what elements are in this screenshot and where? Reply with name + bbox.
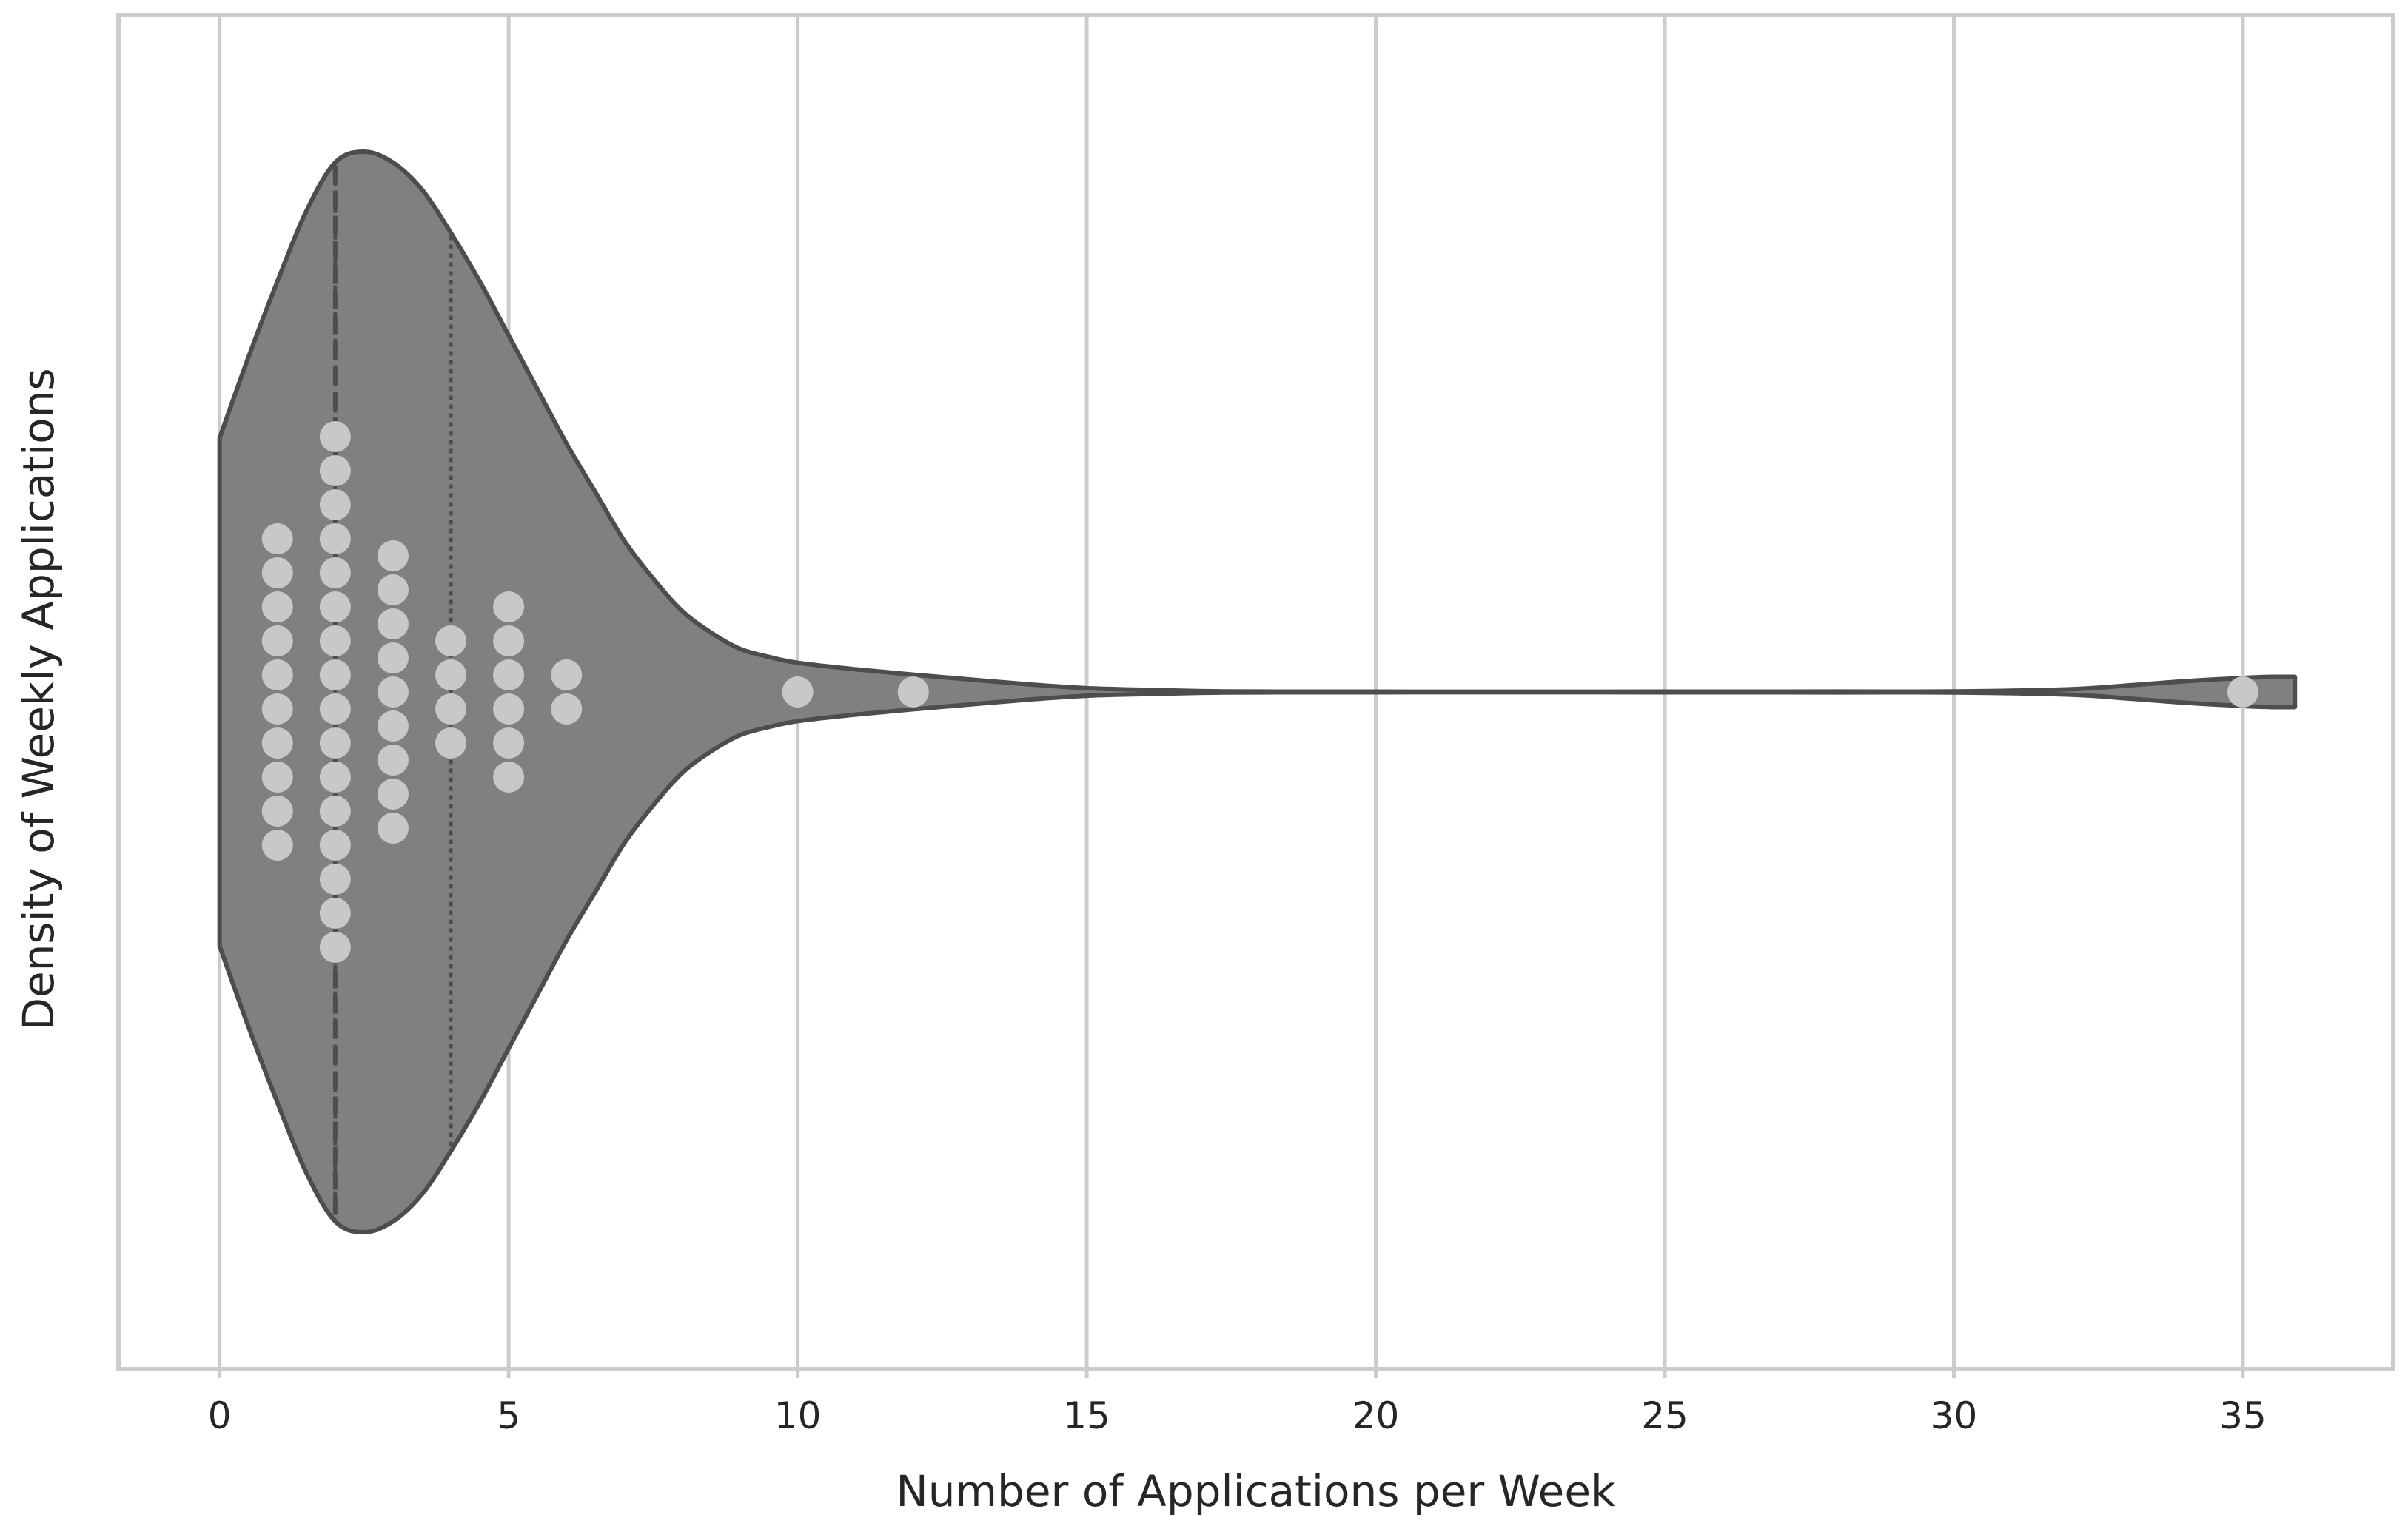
data-point — [493, 659, 525, 690]
x-tick-label: 25 — [1641, 1394, 1688, 1437]
data-point — [377, 676, 409, 708]
data-point — [377, 813, 409, 844]
data-point — [377, 745, 409, 776]
violin-body — [217, 149, 2298, 1234]
data-point — [435, 693, 467, 725]
data-point — [377, 642, 409, 673]
data-point — [261, 659, 293, 690]
violin-body-group — [217, 149, 2298, 1234]
x-tick-label: 10 — [774, 1394, 822, 1437]
x-axis-ticks: 0 5 10 15 20 25 30 35 — [208, 1369, 2267, 1437]
data-point — [435, 625, 467, 656]
data-point — [261, 693, 293, 725]
data-point — [319, 796, 351, 827]
data-point — [435, 659, 467, 690]
data-point — [319, 523, 351, 554]
data-point — [377, 574, 409, 605]
x-tick-label: 15 — [1063, 1394, 1110, 1437]
data-point — [261, 523, 293, 554]
plot-frame — [116, 13, 2395, 1371]
x-tick-label: 35 — [2219, 1394, 2267, 1437]
data-point — [782, 676, 814, 708]
data-point — [551, 659, 583, 690]
data-point — [493, 591, 525, 622]
data-point — [435, 727, 467, 759]
x-tick-label: 0 — [208, 1394, 232, 1437]
data-point — [2227, 676, 2258, 708]
data-point — [319, 898, 351, 929]
data-point — [319, 557, 351, 588]
data-point — [493, 727, 525, 759]
data-point — [319, 625, 351, 656]
x-tick-label: 30 — [1931, 1394, 1978, 1437]
data-point — [377, 710, 409, 742]
data-point — [319, 421, 351, 452]
data-point — [261, 591, 293, 622]
data-point — [319, 830, 351, 861]
data-point — [377, 608, 409, 639]
data-point — [377, 779, 409, 810]
x-tick-label: 20 — [1352, 1394, 1400, 1437]
data-point — [261, 557, 293, 588]
swarm-points — [261, 421, 2258, 963]
y-axis-label: Density of Weekly Applications — [13, 368, 64, 1030]
data-point — [261, 625, 293, 656]
data-point — [319, 762, 351, 793]
data-point — [319, 932, 351, 963]
data-point — [551, 693, 583, 725]
data-point — [493, 625, 525, 656]
data-point — [319, 489, 351, 520]
data-point — [261, 727, 293, 759]
data-point — [319, 693, 351, 725]
data-point — [377, 540, 409, 571]
x-axis-label: Number of Applications per Week — [896, 1466, 1616, 1516]
data-point — [319, 727, 351, 759]
data-point — [493, 762, 525, 793]
quartile-lines — [332, 165, 453, 1219]
data-point — [319, 864, 351, 895]
data-point — [897, 676, 929, 708]
data-point — [319, 591, 351, 622]
data-point — [261, 762, 293, 793]
data-point — [319, 455, 351, 486]
data-point — [261, 796, 293, 827]
x-tick-label: 5 — [497, 1394, 520, 1437]
data-point — [493, 693, 525, 725]
data-point — [319, 659, 351, 690]
data-point — [261, 830, 293, 861]
